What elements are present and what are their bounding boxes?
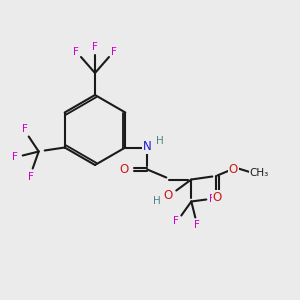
Text: O: O [229,163,238,176]
Text: F: F [73,47,79,57]
Text: F: F [209,194,215,203]
Text: H: H [156,136,164,146]
Text: O: O [164,189,173,202]
Text: F: F [92,42,98,52]
Text: F: F [111,47,117,57]
Text: F: F [12,152,18,161]
Text: H: H [153,196,161,206]
Text: N: N [143,140,152,153]
Text: CH₃: CH₃ [250,169,269,178]
Text: F: F [194,220,200,230]
Text: O: O [120,163,129,176]
Text: F: F [173,217,179,226]
Text: F: F [22,124,28,134]
Text: F: F [28,172,34,182]
Text: O: O [213,191,222,204]
